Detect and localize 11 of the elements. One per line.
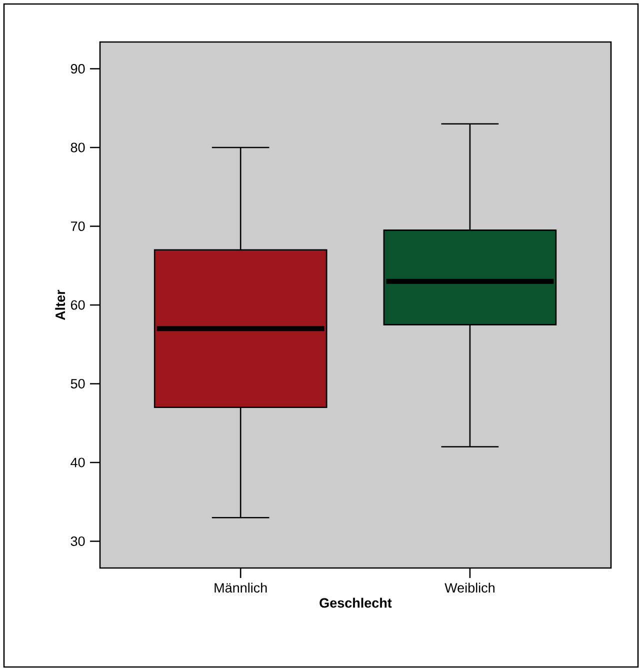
y-tick-label: 30	[70, 536, 85, 546]
y-axis-title: Alter	[55, 290, 66, 320]
x-tick-label: Männlich	[214, 582, 267, 593]
y-tick-label: 80	[70, 142, 85, 152]
y-tick-label: 90	[70, 64, 85, 74]
x-axis-title: Geschlecht	[320, 598, 392, 608]
y-tick-label: 40	[70, 458, 85, 468]
y-tick-label: 50	[70, 378, 85, 389]
y-tick-label: 60	[70, 300, 85, 310]
x-tick-label: Weiblich	[444, 582, 494, 593]
y-tick-label: 70	[70, 221, 85, 232]
